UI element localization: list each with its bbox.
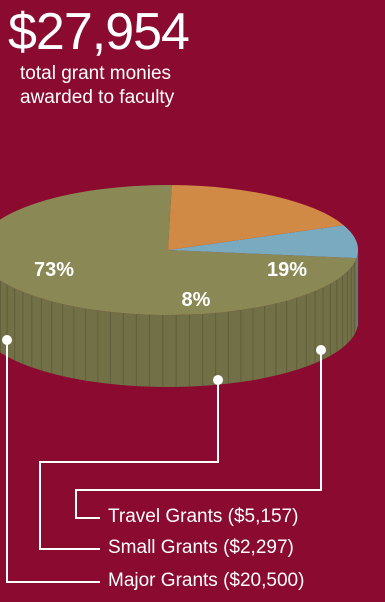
legend-label-2: Travel Grants ($5,157): [108, 506, 299, 527]
pie-top-layer: [0, 185, 358, 315]
legend-label-0: Major Grants ($20,500): [108, 570, 305, 591]
total-amount: $27,954: [8, 3, 190, 61]
connector-small: [39, 380, 219, 550]
pie-label-layer: 73% 8% 19%: [34, 259, 307, 311]
connector-major: [6, 340, 100, 583]
connector-dot-2: [316, 345, 326, 355]
connector-dot-1: [213, 375, 223, 385]
connector-dot-0: [2, 335, 12, 345]
connector-travel: [75, 350, 322, 519]
pie-percent-label-2: 19%: [267, 259, 307, 281]
pie-percent-label-0: 73%: [34, 259, 74, 281]
caption-line-1: total grant monies: [20, 63, 172, 84]
pie-side-layer: [0, 250, 359, 387]
legend-label-1: Small Grants ($2,297): [108, 537, 294, 558]
pie-slice-1: [168, 225, 358, 259]
total-caption: total grant monies awarded to faculty: [20, 62, 174, 110]
caption-line-2: awarded to faculty: [20, 87, 175, 108]
pie-side-0-0: [0, 258, 357, 387]
pie-slice-2: [168, 185, 344, 250]
pie-percent-label-1: 8%: [182, 289, 211, 311]
pie-slice-0: [0, 185, 357, 315]
connector-layer: [2, 335, 326, 583]
